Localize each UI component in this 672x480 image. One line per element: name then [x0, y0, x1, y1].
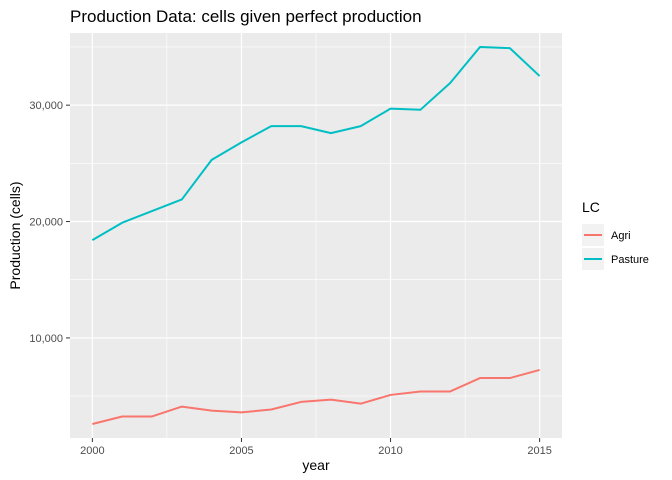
- y-tick-label: 10,000: [29, 333, 63, 345]
- y-axis-title: Production (cells): [7, 181, 23, 289]
- legend-label-agri: Agri: [611, 230, 631, 242]
- y-axis-ticks: 10,000 20,000 30,000: [29, 100, 70, 345]
- chart-title: Production Data: cells given perfect pro…: [70, 7, 422, 26]
- x-tick-label: 2015: [527, 445, 551, 457]
- x-axis-title: year: [302, 457, 330, 473]
- series-lines: [91, 45, 541, 425]
- legend-label-pasture: Pasture: [611, 254, 649, 266]
- x-tick-label: 2000: [80, 445, 104, 457]
- x-tick-label: 2010: [378, 445, 402, 457]
- x-tick-label: 2005: [229, 445, 253, 457]
- y-tick-label: 30,000: [29, 100, 63, 112]
- series-line-pasture: [91, 45, 541, 242]
- series-line-agri: [92, 368, 540, 425]
- y-tick-label: 20,000: [29, 217, 63, 229]
- x-axis-ticks: 2000 2005 2010 2015: [80, 438, 552, 457]
- legend: LC Agri Pasture: [582, 199, 649, 270]
- legend-title: LC: [582, 199, 600, 215]
